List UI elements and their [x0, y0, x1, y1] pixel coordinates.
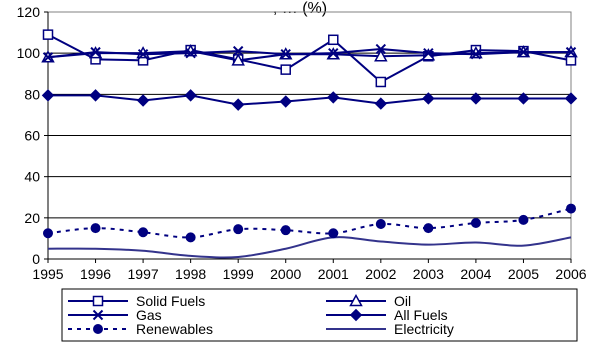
- x-tick-label: 1999: [223, 266, 254, 282]
- legend-label: Solid Fuels: [136, 293, 205, 309]
- x-tick-label: 2003: [413, 266, 444, 282]
- y-tick-label: 60: [24, 128, 40, 144]
- series-layer: [41, 29, 578, 259]
- marker-diamond: [469, 92, 483, 105]
- legend-item: Electricity: [326, 321, 454, 337]
- x-tick-label: 2005: [508, 266, 539, 282]
- marker-circle: [518, 214, 529, 225]
- marker-circle: [43, 228, 53, 239]
- marker-x: [280, 48, 291, 60]
- legend-label: All Fuels: [394, 307, 448, 323]
- y-tick-label: 100: [17, 45, 41, 61]
- marker-circle: [185, 232, 196, 243]
- y-tick-label: 80: [24, 86, 40, 102]
- legend-label: Renewables: [136, 321, 213, 337]
- marker-circle: [328, 228, 339, 239]
- marker-x: [137, 48, 149, 60]
- marker-circle: [280, 225, 291, 236]
- marker-circle: [423, 223, 434, 234]
- series-all-fuels: [41, 89, 578, 111]
- marker-x: [90, 46, 101, 58]
- series-solid-fuels: [42, 29, 577, 88]
- series-line: [47, 33, 572, 84]
- marker-x: [375, 43, 387, 55]
- x-tick-label: 2004: [460, 266, 491, 282]
- marker-diamond: [136, 94, 150, 107]
- x-tick-label: 2001: [318, 266, 349, 282]
- marker-diamond: [231, 98, 245, 111]
- marker-x: [423, 47, 434, 59]
- marker-x: [185, 47, 196, 59]
- legend-item: Solid Fuels: [68, 293, 205, 309]
- series-line: [48, 94, 571, 106]
- marker-diamond: [374, 97, 388, 110]
- legend-item: All Fuels: [326, 307, 448, 323]
- x-tick-label: 2002: [365, 266, 396, 282]
- marker-x: [328, 47, 339, 59]
- marker-diamond: [564, 92, 578, 105]
- series-line: [47, 207, 572, 239]
- marker-x: [518, 46, 529, 58]
- marker-square: [92, 295, 104, 307]
- x-tick-label: 1995: [32, 266, 63, 282]
- grid-lines: [48, 52, 571, 219]
- marker-circle: [233, 224, 244, 235]
- legend: Solid Fuels Oil Gas All Fuels Renewables Elec…: [61, 288, 578, 342]
- y-tick-label: 0: [32, 251, 40, 267]
- marker-x: [92, 309, 104, 321]
- marker-circle: [93, 324, 103, 334]
- x-tick-label: 2006: [555, 266, 586, 282]
- marker-x: [42, 52, 54, 63]
- marker-diamond: [517, 92, 530, 105]
- marker-circle: [566, 203, 576, 214]
- marker-circle: [470, 217, 481, 228]
- chart-title: , … (%): [273, 0, 327, 17]
- x-tick-label: 2000: [270, 266, 301, 282]
- series-electricity: [47, 236, 572, 259]
- marker-triangle: [349, 293, 363, 307]
- series-renewables: [43, 203, 576, 243]
- x-tick-label: 1998: [175, 266, 206, 282]
- series-line: [47, 236, 572, 259]
- legend-label: Electricity: [394, 321, 454, 337]
- marker-square: [328, 34, 339, 46]
- marker-diamond: [89, 89, 102, 102]
- y-tick-label: 40: [24, 169, 40, 185]
- legend-label: Oil: [394, 293, 411, 309]
- axes: 0 20 40 60 80 100 120 1995 1996 1997 1998 1999 2000 2…: [17, 4, 587, 282]
- marker-circle: [90, 223, 101, 234]
- marker-triangle: [374, 49, 388, 62]
- marker-diamond: [279, 95, 292, 108]
- marker-diamond: [422, 92, 435, 105]
- marker-square: [42, 29, 54, 40]
- x-tick-label: 1997: [128, 266, 159, 282]
- y-tick-label: 20: [24, 210, 40, 226]
- y-tick-label: 120: [17, 4, 41, 20]
- marker-square: [280, 64, 291, 75]
- x-tick-label: 1996: [80, 266, 111, 282]
- marker-diamond: [349, 308, 363, 322]
- series-gas: [42, 43, 577, 63]
- marker-diamond: [41, 89, 55, 102]
- marker-x: [470, 48, 482, 60]
- marker-diamond: [327, 91, 340, 104]
- legend-item: Renewables: [68, 321, 213, 337]
- legend-box: [61, 288, 578, 342]
- legend-item: Oil: [326, 293, 411, 309]
- legend-item: Gas: [68, 307, 162, 323]
- marker-circle: [375, 219, 386, 230]
- marker-triangle: [231, 53, 245, 66]
- marker-x: [232, 45, 244, 57]
- marker-square: [375, 76, 387, 88]
- marker-circle: [138, 227, 149, 238]
- legend-label: Gas: [136, 307, 162, 323]
- marker-x: [565, 46, 577, 58]
- series-line: [47, 48, 571, 59]
- marker-diamond: [184, 89, 197, 102]
